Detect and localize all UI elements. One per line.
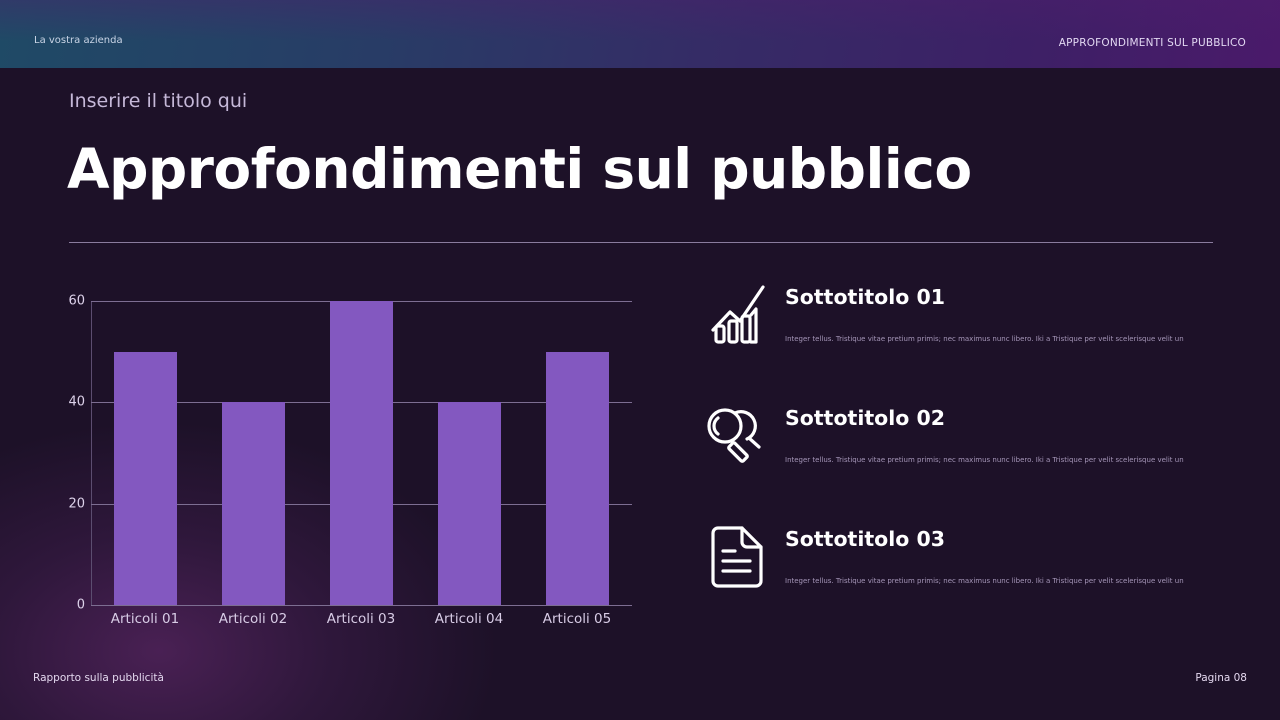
bar-articoli-03 [330, 301, 393, 605]
x-axis-line [91, 605, 632, 606]
y-tick-label: 40 [68, 394, 85, 410]
feature-title: Sottotitolo 01 [785, 285, 946, 309]
section-label: APPROFONDIMENTI SUL PUBBLICO [1058, 37, 1246, 49]
bar-articoli-05 [546, 351, 609, 605]
x-tick-label: Articoli 03 [326, 611, 396, 627]
x-tick-label: Articoli 04 [434, 611, 504, 627]
header-band [0, 0, 1280, 68]
feature-item-02: Sottotitolo 02 Integer tellus. Tristique… [700, 404, 1220, 484]
feature-description: Integer tellus. Tristique vitae pretium … [785, 456, 1184, 464]
feature-item-01: Sottotitolo 01 Integer tellus. Tristique… [700, 283, 1220, 363]
slide-kicker: Inserire il titolo qui [69, 90, 248, 112]
footer-report-label: Rapporto sulla pubblicità [33, 672, 164, 684]
feature-item-03: Sottotitolo 03 Integer tellus. Tristique… [700, 525, 1220, 605]
x-tick-label: Articoli 01 [110, 611, 180, 627]
y-tick-label: 60 [68, 293, 85, 309]
bar-chart: 60 40 20 0 Articoli 01 Articoli 02 Artic… [60, 290, 640, 630]
y-tick-label: 0 [76, 597, 85, 613]
feature-description: Integer tellus. Tristique vitae pretium … [785, 577, 1184, 585]
x-tick-label: Articoli 02 [218, 611, 288, 627]
feature-description: Integer tellus. Tristique vitae pretium … [785, 335, 1184, 343]
magnifier-icon [707, 408, 761, 463]
y-axis-line [91, 301, 92, 605]
growth-chart-icon [711, 285, 765, 344]
company-name: La vostra azienda [34, 35, 123, 46]
bar-articoli-02 [222, 402, 285, 605]
document-icon [711, 526, 763, 588]
bar-articoli-01 [114, 351, 177, 605]
feature-title: Sottotitolo 03 [785, 527, 946, 551]
page-number: Pagina 08 [1195, 672, 1247, 684]
feature-title: Sottotitolo 02 [785, 406, 946, 430]
x-tick-label: Articoli 05 [542, 611, 612, 627]
y-tick-label: 20 [68, 496, 85, 512]
slide-title: Approfondimenti sul pubblico [67, 137, 972, 201]
title-divider [69, 242, 1213, 243]
bar-articoli-04 [438, 402, 501, 605]
